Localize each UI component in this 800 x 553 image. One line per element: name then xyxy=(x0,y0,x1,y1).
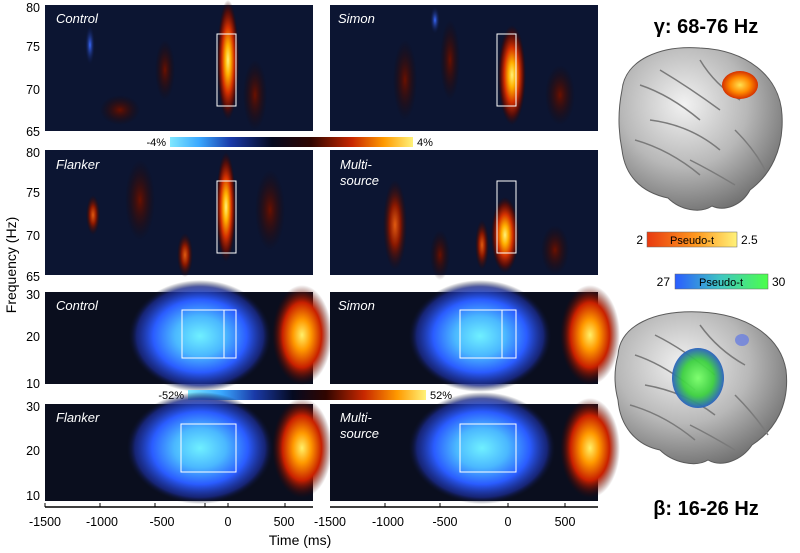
x-tick: 500 xyxy=(555,515,576,529)
x-tick: -1000 xyxy=(86,515,118,529)
beta-label-multisource: Multi-source xyxy=(340,410,379,441)
gamma-panel-simon xyxy=(330,5,598,131)
beta-label-control: Control xyxy=(56,298,99,313)
gamma-panel-control xyxy=(45,0,313,131)
source-colorbar-beta-max: 30 xyxy=(772,275,786,289)
gamma-colorbar-max: 4% xyxy=(417,137,433,149)
y-tick: 10 xyxy=(26,489,40,503)
y-tick: 75 xyxy=(26,186,40,200)
panel-label-line: source xyxy=(340,426,379,441)
source-colorbar-beta-min: 27 xyxy=(657,275,671,289)
y-tick: 75 xyxy=(26,40,40,54)
gamma-band-title: γ: 68-76 Hz xyxy=(654,16,759,38)
gamma-y-ticks-bottom: 80 75 70 65 xyxy=(26,146,40,284)
brain-beta-source-image xyxy=(614,311,788,465)
panel-label-line: Multi- xyxy=(340,410,372,425)
y-tick: 70 xyxy=(26,83,40,97)
gamma-label-control: Control xyxy=(56,11,99,26)
gamma-label-flanker: Flanker xyxy=(56,157,100,172)
x-tick: -1500 xyxy=(314,515,346,529)
y-tick: 70 xyxy=(26,229,40,243)
y-tick: 80 xyxy=(26,146,40,160)
beta-panel-simon xyxy=(330,280,620,392)
gamma-colorbar-min: -4% xyxy=(146,137,166,149)
beta-panel-multisource xyxy=(330,392,620,504)
source-colorbar-gamma-min: 2 xyxy=(636,233,643,247)
x-axis-label: Time (ms) xyxy=(269,532,331,548)
y-tick: 65 xyxy=(26,125,40,139)
x-tick: 500 xyxy=(274,515,295,529)
beta-panel-control xyxy=(45,280,332,392)
y-axis-label: Frequency (Hz) xyxy=(3,217,19,313)
source-colorbar-gamma-label: Pseudo-t xyxy=(670,235,714,247)
y-tick: 20 xyxy=(26,444,40,458)
y-tick: 30 xyxy=(26,288,40,302)
source-colorbar-gamma: 2 Pseudo-t 2.5 xyxy=(636,231,758,248)
x-tick: 0 xyxy=(505,515,512,529)
source-colorbar-beta: 27 Pseudo-t 30 xyxy=(657,273,786,290)
x-tick: 0 xyxy=(225,515,232,529)
panel-label-line: Multi- xyxy=(340,157,372,172)
beta-panel-flanker xyxy=(45,392,332,504)
source-colorbar-beta-label: Pseudo-t xyxy=(699,277,743,289)
gamma-y-ticks-top: 80 75 70 65 xyxy=(26,1,40,139)
gamma-label-simon: Simon xyxy=(338,11,375,26)
y-tick: 80 xyxy=(26,1,40,15)
y-tick: 30 xyxy=(26,400,40,414)
brain-gamma-source-image xyxy=(618,47,783,211)
x-tick: -1500 xyxy=(29,515,61,529)
beta-y-ticks-bottom: 30 20 10 xyxy=(26,400,40,503)
x-axis-right: -1500 -1000 -500 0 500 xyxy=(314,503,598,529)
x-tick: -500 xyxy=(432,515,457,529)
beta-label-simon: Simon xyxy=(338,298,375,313)
x-axis-left: -1500 -1000 -500 0 500 xyxy=(29,503,313,529)
beta-band-title: β: 16-26 Hz xyxy=(653,498,759,520)
gamma-label-multisource: Multi-source xyxy=(340,157,379,188)
gamma-colorbar: -4% 4% xyxy=(146,137,433,149)
gamma-panel-multisource xyxy=(330,150,598,280)
beta-y-ticks-top: 30 20 10 xyxy=(26,288,40,391)
source-colorbar-gamma-max: 2.5 xyxy=(741,233,758,247)
x-tick: -1000 xyxy=(372,515,404,529)
beta-label-flanker: Flanker xyxy=(56,410,100,425)
y-tick: 65 xyxy=(26,270,40,284)
x-tick: -500 xyxy=(149,515,174,529)
y-tick: 20 xyxy=(26,330,40,344)
panel-label-line: source xyxy=(340,173,379,188)
y-tick: 10 xyxy=(26,377,40,391)
gamma-panel-flanker xyxy=(45,150,313,277)
